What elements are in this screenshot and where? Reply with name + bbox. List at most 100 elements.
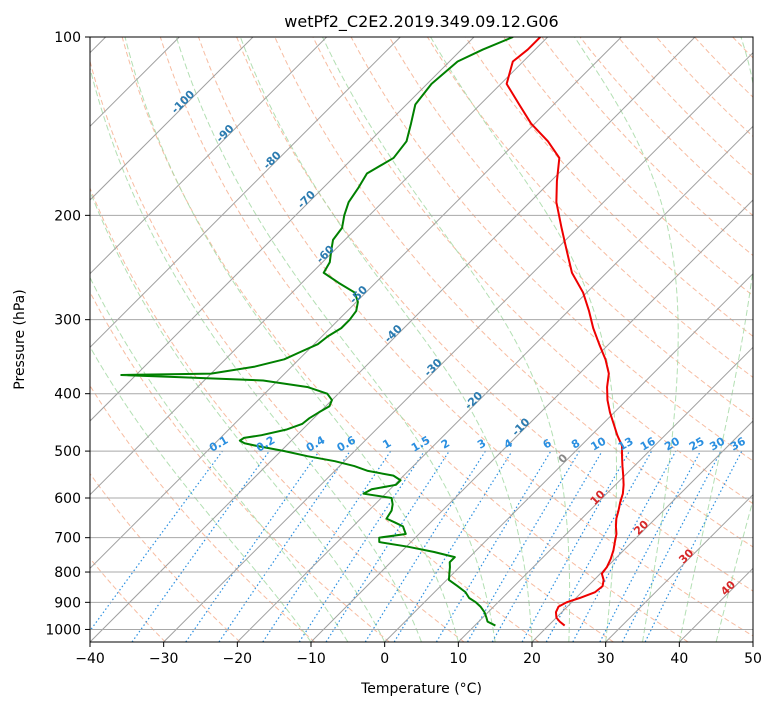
dry-adiabat [771,37,775,642]
x-tick-label: −10 [296,651,326,667]
dry-adiabat [90,291,390,642]
chart-title: wetPf2_C2E2.2019.349.09.12.G06 [284,12,558,32]
moist-adiabat [678,37,753,642]
y-tick-label: 200 [54,208,81,224]
mixing-ratio-line [466,450,580,642]
mixing-ratio-line [435,450,552,642]
isotherm-line [236,125,753,642]
x-tick-label: −30 [149,651,179,667]
dry-adiabat [426,37,753,378]
y-tick-label: 300 [54,313,81,329]
dry-adiabat [236,37,753,592]
y-tick-label: 700 [54,531,81,547]
x-tick-label: 40 [670,651,688,667]
isotherm-label: -50 [347,283,370,306]
moist-adiabat [90,66,422,642]
isotherm-line [678,567,753,642]
mixing-ratio-line [90,450,223,632]
x-tick-label: 0 [380,651,389,667]
dry-adiabat [388,37,753,420]
y-tick-label: 400 [54,387,81,403]
dry-adiabat [90,384,316,642]
isotherm-label: -10 [509,415,532,438]
dry-adiabat [90,186,465,642]
dry-adiabat [350,37,753,462]
mixing-ratio-label: 2 [439,437,452,452]
moist-adiabat [715,498,753,642]
moist-adiabat [239,37,533,642]
dry-adiabat [465,37,753,337]
isotherm-label: -70 [295,188,318,211]
dry-adiabat [159,37,689,642]
y-tick-label: 500 [54,444,81,460]
dry-adiabat [90,472,241,642]
isotherm-line [90,37,401,349]
mixing-ratio-label: 6 [541,436,554,451]
isotherm-line [384,272,753,642]
isotherm-line [90,37,328,275]
isotherm-line [605,493,753,642]
moist-adiabat [322,37,571,642]
isotherm-label: -20 [462,389,485,412]
x-tick-label: −20 [223,651,253,667]
dry-adiabat [655,37,753,138]
dry-adiabat [121,37,614,642]
y-tick-label: 1000 [45,622,81,638]
dry-adiabat [90,59,540,642]
y-tick-label: 100 [54,30,81,46]
dry-adiabat [579,37,753,217]
isotherm-line [457,346,753,642]
mixing-ratio-line [218,450,351,642]
y-axis-label: Pressure (hPa) [12,289,28,389]
mixing-ratio-line [185,450,320,642]
mixing-ratio-line [325,450,450,642]
isotherm-line [531,420,753,642]
isotherm-line [90,37,696,642]
isotherm-line [163,51,753,642]
x-axis-label: Temperature (°C) [360,681,482,697]
x-tick-label: 10 [449,651,467,667]
axis-layer: −40 −30 −20 −10 0 10 20 30 40 50 100 200 300 400 500 60… [45,30,762,667]
isotherm-label: 10 [588,487,608,507]
isotherm-line [310,199,753,642]
plot-frame [89,36,754,643]
x-tick-label: 30 [597,651,615,667]
y-tick-label: 600 [54,491,81,507]
isotherm-line [90,37,549,496]
dry-adiabat [274,37,753,548]
isotherm-label: -100 [169,87,198,116]
moist-adiabat [90,276,349,642]
mixing-ratio-label: 8 [569,437,582,452]
isotherm-line [90,37,475,422]
dewpoint-profile [120,37,514,627]
isotherm-line [90,37,622,570]
x-tick-label: 20 [523,651,541,667]
mixing-ratio-line [364,450,486,642]
isotherm-label: -60 [314,242,337,265]
series-layer [120,37,625,627]
isotherm-line [90,37,254,201]
dry-adiabat [541,37,753,257]
x-tick-label: −40 [75,651,105,667]
y-tick-label: 800 [54,565,81,581]
dry-adiabat [694,37,753,98]
isotherm-line [752,641,753,642]
mixing-ratio-label: 1 [380,437,393,452]
isotherm-label: 40 [718,578,738,598]
moist-adiabat [574,37,679,642]
y-tick-label: 900 [54,595,81,611]
isotherm-label: -80 [261,148,284,171]
mixing-ratio-line [572,450,677,642]
dry-adiabat [503,37,753,297]
moist-adiabat [175,37,496,642]
moist-adiabat [90,345,312,642]
mixing-ratio-line [491,450,603,642]
dry-adiabat [312,37,753,505]
isotherm-label: 30 [676,546,696,566]
moist-adiabat [90,189,386,642]
x-tick-label: 50 [744,651,762,667]
mixing-ratio-line [131,450,270,642]
mixing-ratio-line [521,450,631,642]
moist-adiabat [430,37,618,642]
